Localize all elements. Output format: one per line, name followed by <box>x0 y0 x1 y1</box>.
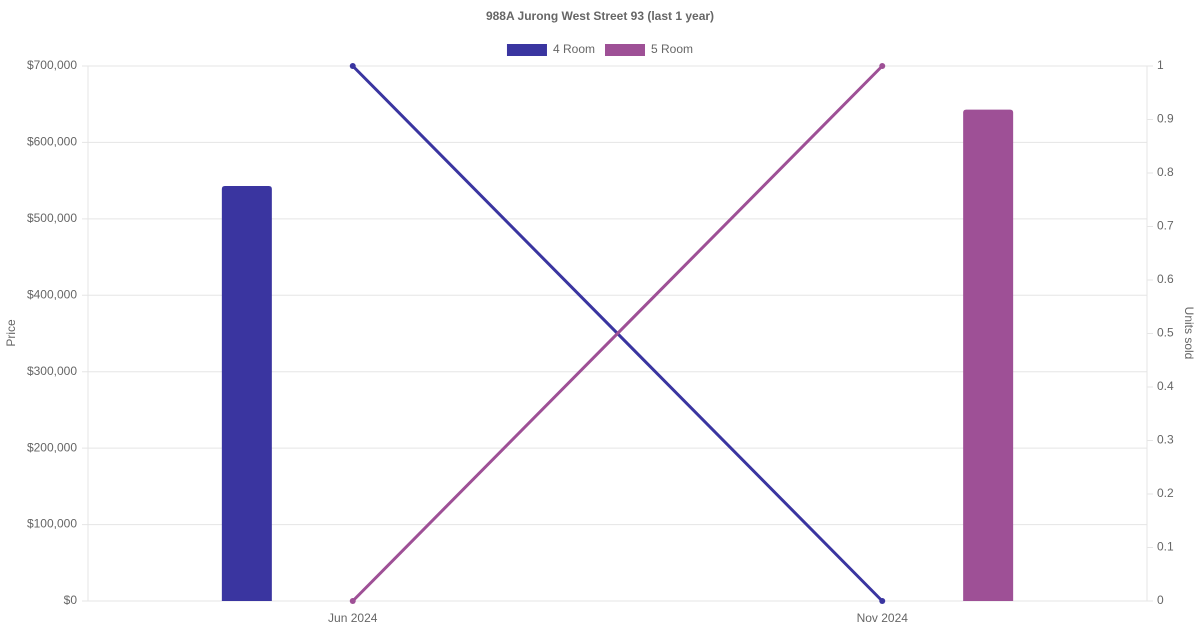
point <box>349 598 356 604</box>
legend-label: 5 Room <box>651 42 693 56</box>
y2-tick-label: 0.5 <box>1157 326 1174 340</box>
y-tick-label: $200,000 <box>27 440 77 454</box>
bar <box>963 109 1014 602</box>
chart-title: 988A Jurong West Street 93 (last 1 year) <box>486 9 714 23</box>
y2-tick-label: 0.8 <box>1157 165 1174 179</box>
y2-axis-title: Units sold <box>1182 307 1196 360</box>
legend-swatch <box>605 44 645 56</box>
y-tick-label: $300,000 <box>27 364 77 378</box>
y-tick-label: $0 <box>64 593 78 607</box>
y-tick-label: $700,000 <box>27 58 77 72</box>
x-tick-label: Nov 2024 <box>857 611 909 625</box>
y-tick-label: $100,000 <box>27 517 77 531</box>
y-tick-label: $600,000 <box>27 135 77 149</box>
point <box>349 63 356 69</box>
legend-swatch <box>506 44 547 56</box>
legend-label: 4 Room <box>553 42 595 56</box>
point <box>879 63 886 69</box>
line <box>351 64 884 603</box>
y-axis-title: Price <box>4 319 18 347</box>
y-tick-label: $400,000 <box>27 287 77 301</box>
y-tick-label: $500,000 <box>27 211 77 225</box>
legend: 4 Room 5 Room <box>506 42 693 56</box>
y2-tick-label: 0.4 <box>1157 379 1174 393</box>
y2-tick-label: 0.3 <box>1157 433 1174 447</box>
y2-tick-label: 1 <box>1157 58 1164 72</box>
bar <box>221 185 272 601</box>
point <box>879 598 886 604</box>
y2-tick-label: 0.6 <box>1157 272 1174 286</box>
y2-tick-label: 0 <box>1157 593 1164 607</box>
x-tick-label: Jun 2024 <box>328 611 378 625</box>
y2-tick-label: 0.1 <box>1157 540 1174 554</box>
y2-tick-label: 0.2 <box>1157 486 1174 500</box>
y2-tick-label: 0.9 <box>1157 112 1174 126</box>
y2-tick-label: 0.7 <box>1157 219 1174 233</box>
